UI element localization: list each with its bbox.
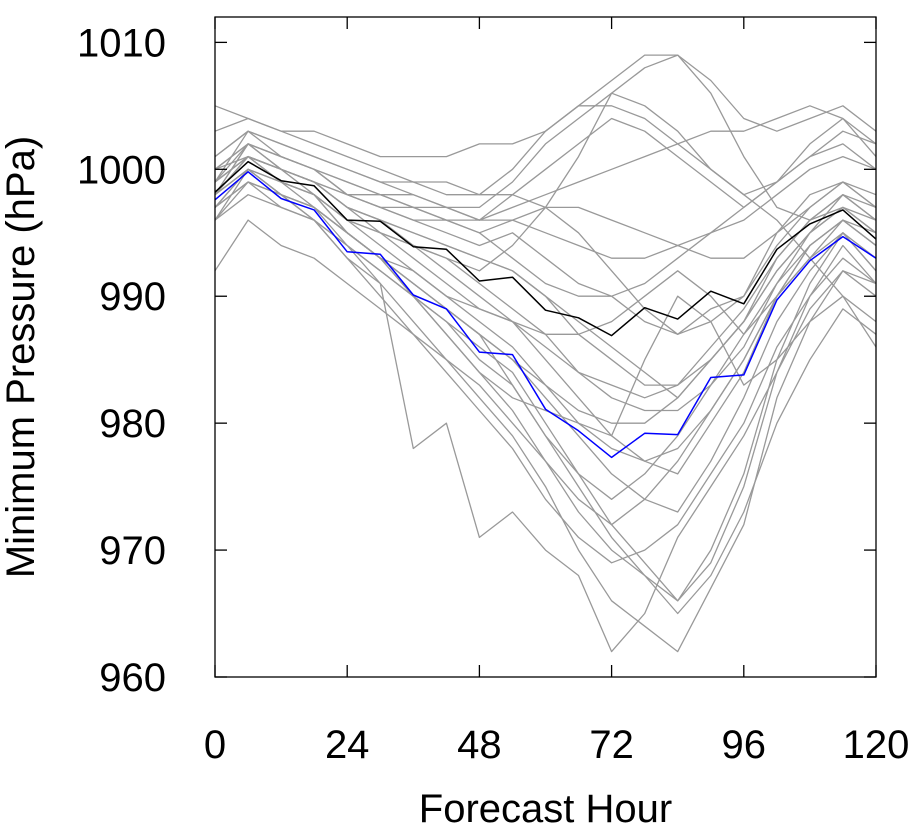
series-line-member-15 — [214, 143, 877, 335]
x-tick-label: 24 — [325, 723, 370, 767]
label-layer: 0 24 48 72 96 120 960 970 980 990 1000 1010 — [77, 21, 909, 767]
series-line-member-24 — [214, 117, 877, 259]
y-axis-title: Minimum Pressure (hPa) — [0, 136, 43, 578]
series-line-member-8 — [214, 54, 877, 272]
plot-frame — [214, 16, 877, 678]
x-tick-label: 96 — [722, 723, 767, 767]
series-line-member-17 — [214, 155, 877, 462]
y-tick-label: 990 — [99, 275, 166, 319]
series-line-member-27 — [214, 181, 877, 500]
x-tick-label: 0 — [204, 723, 226, 767]
x-axis-title: Forecast Hour — [419, 787, 672, 827]
y-tick-label: 980 — [99, 402, 166, 446]
series-line-member-30 — [214, 92, 877, 323]
series-line-member-10 — [214, 105, 877, 196]
series-line-member-28 — [214, 143, 877, 297]
y-tick-label: 1010 — [77, 21, 166, 65]
series-line-blue — [214, 171, 877, 459]
series-line-member-23 — [214, 219, 877, 526]
series-line-member-25 — [214, 155, 877, 437]
series-line-member-29 — [214, 155, 877, 412]
x-tick-label: 48 — [457, 723, 502, 767]
y-tick-label: 970 — [99, 529, 166, 573]
y-tick-label: 960 — [99, 656, 166, 700]
series-line-member-9 — [214, 54, 877, 196]
series-line-member-18 — [214, 181, 877, 564]
tick-layer — [214, 17, 877, 678]
x-tick-label: 72 — [589, 723, 634, 767]
series-line-member-19 — [214, 105, 877, 221]
x-tick-label: 120 — [843, 723, 910, 767]
series-line-member-20 — [214, 130, 877, 259]
series-layer — [214, 54, 877, 653]
y-tick-label: 1000 — [77, 148, 166, 192]
series-line-black — [214, 160, 877, 337]
series-line-member-4 — [214, 181, 877, 602]
